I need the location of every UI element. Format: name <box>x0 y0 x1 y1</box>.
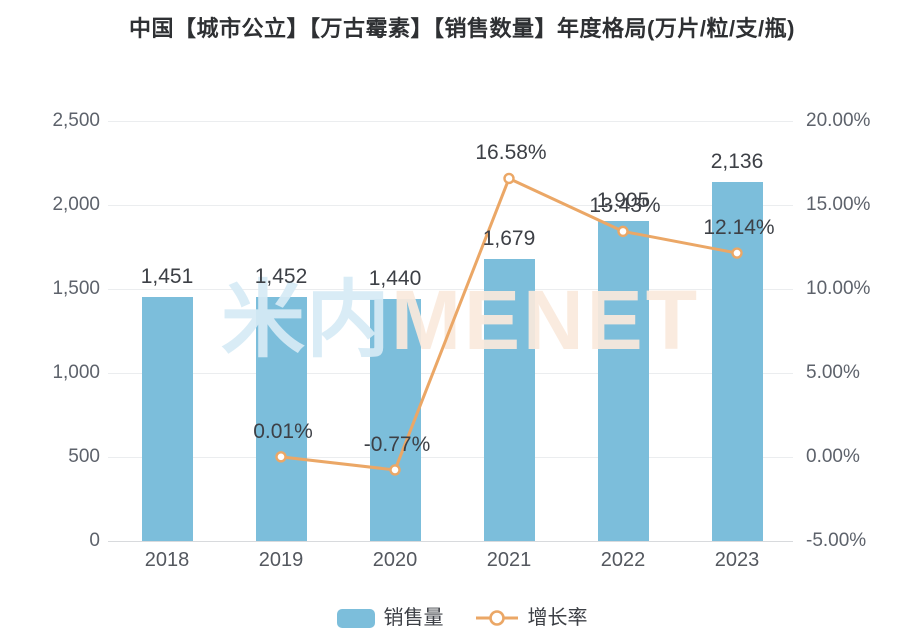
x-axis-label-2019: 2019 <box>258 549 304 571</box>
legend-line-marker-icon[interactable] <box>475 608 519 628</box>
growth-rate-label: 16.58% <box>475 141 547 165</box>
bar-value-label: 2,136 <box>710 150 764 174</box>
gridline <box>108 288 793 290</box>
y-axis-tick-right: 10.00% <box>806 278 871 299</box>
x-axis-label-2020: 2020 <box>372 549 418 571</box>
bar-value-label: 1,679 <box>482 226 536 250</box>
y-axis-tick-left: 0 <box>89 530 100 551</box>
bar-2021 <box>483 258 535 541</box>
bar-value-label: 1,452 <box>254 265 308 289</box>
x-axis-label-2023: 2023 <box>714 549 760 571</box>
growth-rate-label: 12.14% <box>703 216 775 240</box>
y-axis-tick-left: 1,000 <box>52 362 100 383</box>
x-axis-line <box>108 540 793 542</box>
y-axis-tick-left: 1,500 <box>52 278 100 299</box>
y-axis-tick-right: -5.00% <box>806 530 867 551</box>
gridline <box>108 372 793 374</box>
bar-value-label: 1,905 <box>596 188 650 212</box>
y-axis-tick-left: 2,500 <box>52 110 100 131</box>
gridline <box>108 204 793 206</box>
y-axis-tick-right: 15.00% <box>806 194 871 215</box>
legend-bar-label[interactable]: 销售量 <box>383 607 444 629</box>
x-axis-label-2018: 2018 <box>144 549 190 571</box>
gridline <box>108 120 793 122</box>
y-axis-tick-left: 2,000 <box>52 194 100 215</box>
x-axis-label-2021: 2021 <box>486 549 532 571</box>
bar-2022 <box>597 220 649 541</box>
growth-rate-label: 0.01% <box>253 419 313 443</box>
bar-value-label: 1,440 <box>368 267 422 291</box>
gridline <box>108 456 793 458</box>
bar-value-label: 1,451 <box>140 265 194 289</box>
legend-line-label[interactable]: 增长率 <box>527 607 588 629</box>
chart-title: 中国【城市公立】【万古霉素】【销售数量】年度格局(万片/粒/支/瓶) <box>129 16 795 41</box>
x-axis-label-2022: 2022 <box>600 549 646 571</box>
bar-2020 <box>369 299 421 541</box>
line-marker <box>503 172 515 185</box>
growth-rate-label: 13.43% <box>589 194 661 218</box>
legend: 销售量 增长率 <box>0 606 924 630</box>
growth-rate-label: -0.77% <box>363 432 431 456</box>
y-axis-tick-right: 20.00% <box>806 110 871 131</box>
watermark-en-text: MENET <box>391 273 701 367</box>
legend-bar-swatch[interactable] <box>336 608 375 628</box>
y-axis-tick-right: 5.00% <box>806 362 860 383</box>
y-axis-tick-right: 0.00% <box>806 446 860 467</box>
bar-2018 <box>141 297 193 541</box>
y-axis-tick-left: 500 <box>68 446 100 467</box>
